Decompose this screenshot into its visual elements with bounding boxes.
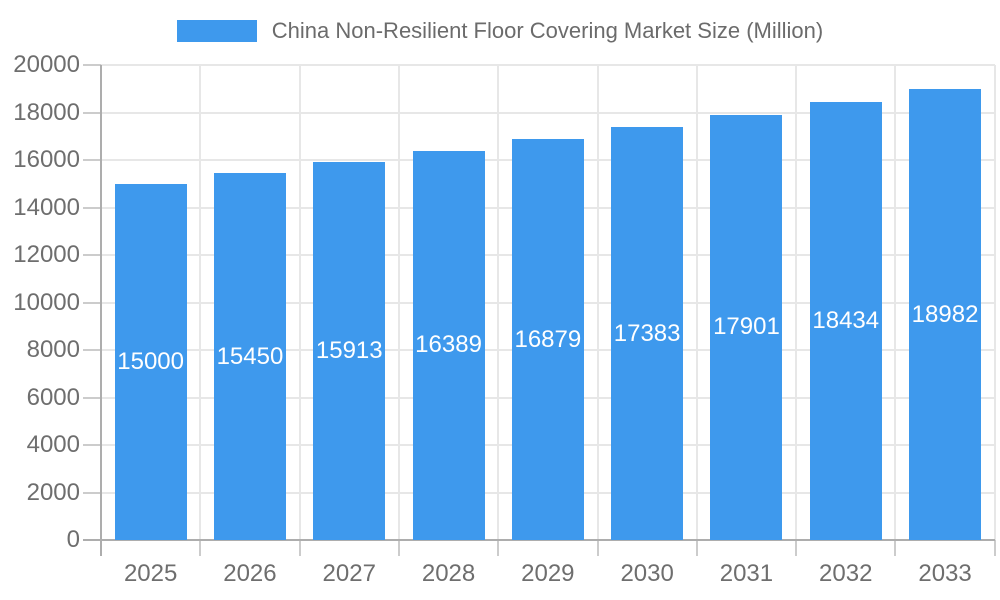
y-axis-tick-label: 10000 bbox=[13, 288, 80, 316]
bar-2029[interactable] bbox=[511, 139, 584, 540]
y-tick-mark bbox=[83, 396, 101, 399]
x-axis-tick-label: 2025 bbox=[123, 560, 178, 587]
x-axis-tick-label: 2028 bbox=[421, 560, 476, 587]
y-tick-mark bbox=[83, 491, 101, 494]
y-axis-tick-label: 0 bbox=[66, 526, 80, 553]
x-gridline bbox=[397, 65, 400, 540]
bar-value-label: 15913 bbox=[315, 337, 383, 365]
bar-2028[interactable] bbox=[412, 150, 485, 540]
y-axis-line bbox=[100, 65, 102, 556]
bar-value-label: 18434 bbox=[812, 307, 880, 335]
x-tick-mark bbox=[894, 540, 897, 556]
x-tick-mark bbox=[199, 540, 202, 556]
y-axis-tick-label: 8000 bbox=[26, 336, 80, 363]
bar-value-label: 18982 bbox=[911, 300, 979, 328]
legend-swatch bbox=[176, 20, 257, 42]
x-axis-tick-label: 2033 bbox=[918, 560, 972, 587]
bar-value-label: 16879 bbox=[514, 325, 582, 353]
y-axis-tick-label: 16000 bbox=[13, 146, 80, 173]
y-tick-mark bbox=[83, 444, 101, 446]
x-tick-mark bbox=[298, 540, 301, 556]
bar-2030[interactable] bbox=[611, 127, 684, 540]
x-tick-mark bbox=[497, 540, 500, 556]
x-axis-tick-label: 2032 bbox=[819, 560, 873, 587]
bar-2033[interactable] bbox=[909, 89, 982, 540]
bar-2032[interactable] bbox=[809, 102, 882, 540]
y-tick-mark bbox=[83, 206, 101, 209]
bar-2031[interactable] bbox=[710, 114, 783, 540]
x-tick-mark bbox=[795, 540, 798, 556]
x-gridline bbox=[795, 65, 798, 540]
y-gridline bbox=[101, 64, 995, 66]
bar-value-label: 16389 bbox=[415, 331, 482, 359]
bar-value-label: 17383 bbox=[613, 319, 681, 347]
bar-value-label: 15000 bbox=[117, 347, 185, 375]
y-tick-mark bbox=[83, 159, 101, 161]
bar-2025[interactable] bbox=[114, 183, 187, 540]
y-tick-mark bbox=[83, 64, 101, 66]
y-axis-tick-label: 20000 bbox=[13, 51, 80, 78]
x-gridline bbox=[695, 65, 698, 540]
x-axis-tick-label: 2030 bbox=[620, 560, 674, 587]
x-tick-mark bbox=[397, 540, 400, 556]
y-tick-mark bbox=[83, 301, 101, 304]
bar-value-label: 17901 bbox=[713, 313, 780, 341]
x-gridline bbox=[993, 65, 996, 540]
y-axis-tick-label: 14000 bbox=[13, 193, 80, 221]
x-axis-tick-label: 2031 bbox=[719, 560, 774, 587]
y-axis-tick-label: 6000 bbox=[26, 383, 80, 411]
y-axis-tick-label: 18000 bbox=[13, 98, 80, 126]
x-gridline bbox=[298, 65, 301, 540]
y-tick-mark bbox=[83, 111, 101, 114]
bar-2026[interactable] bbox=[213, 173, 286, 540]
x-axis-tick-label: 2029 bbox=[521, 560, 575, 587]
y-gridline bbox=[101, 111, 995, 114]
x-gridline bbox=[894, 65, 897, 540]
x-axis-tick-label: 2026 bbox=[223, 560, 277, 587]
y-tick-mark bbox=[83, 349, 101, 351]
x-gridline bbox=[497, 65, 500, 540]
legend-item[interactable]: China Non-Resilient Floor Covering Marke… bbox=[0, 13, 1000, 49]
x-gridline bbox=[596, 65, 599, 540]
x-axis-line bbox=[83, 539, 995, 541]
y-axis-tick-label: 2000 bbox=[26, 478, 80, 506]
y-tick-mark bbox=[83, 254, 101, 256]
x-tick-mark bbox=[596, 540, 599, 556]
x-tick-mark bbox=[993, 540, 996, 556]
bar-value-label: 15450 bbox=[216, 342, 284, 370]
x-tick-mark bbox=[695, 540, 698, 556]
y-axis-tick-label: 4000 bbox=[26, 431, 80, 458]
legend-label: China Non-Resilient Floor Covering Marke… bbox=[271, 18, 824, 43]
x-gridline bbox=[199, 65, 202, 540]
x-axis-tick-label: 2027 bbox=[322, 560, 376, 587]
bar-2027[interactable] bbox=[313, 162, 386, 540]
y-axis-tick-label: 12000 bbox=[13, 241, 80, 268]
